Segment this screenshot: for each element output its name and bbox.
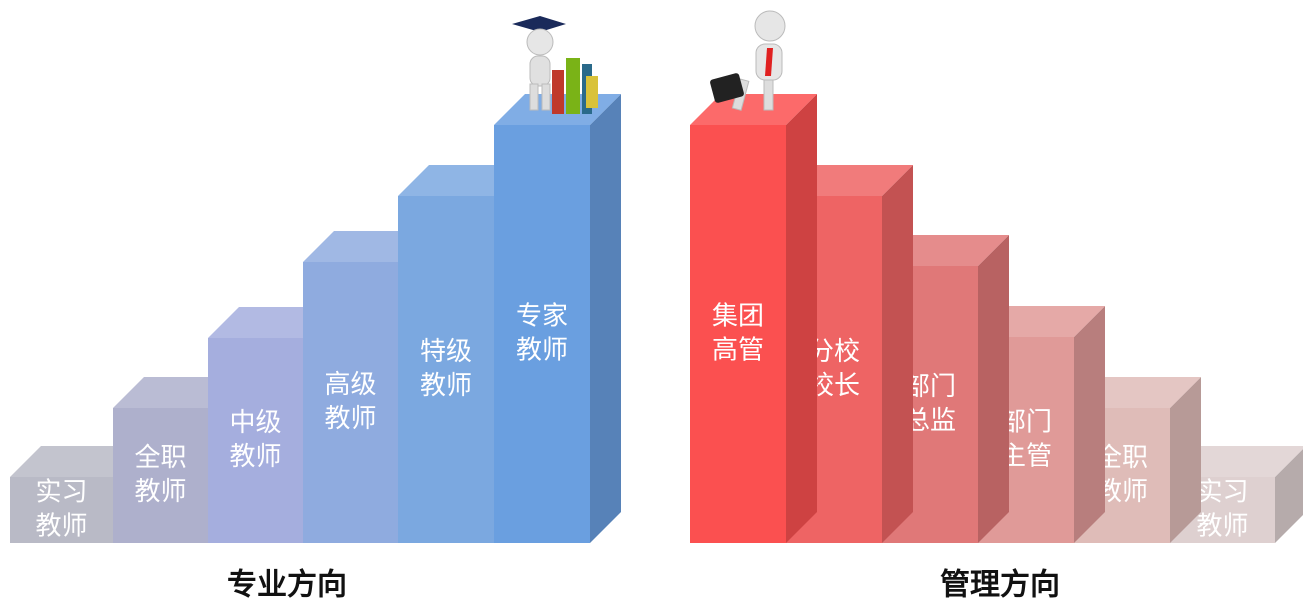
step-label: 全职 [134,443,186,473]
step-front [398,196,494,543]
step-label: 特级 [420,337,472,367]
step-label: 教师 [516,336,568,366]
step-side [978,235,1009,543]
step-front [303,262,398,543]
step-label: 教师 [35,512,87,542]
step-label: 教师 [420,371,472,401]
step-label: 实习 [1196,478,1248,508]
step-label: 集团 [712,302,764,332]
right-title: 管理方向 [940,568,1060,603]
step-front [690,125,786,543]
step-side [590,94,621,543]
step-label: 专家 [516,302,568,332]
step-front [208,338,303,543]
step-label: 教师 [1196,512,1248,542]
step-side [786,94,817,543]
step-label: 教师 [229,442,281,472]
step-label: 教师 [324,404,376,434]
step-side [882,165,913,543]
step-front [113,408,208,543]
step-label: 高管 [712,336,764,366]
step-label: 高级 [324,370,376,400]
step-label: 实习 [35,478,87,508]
step-label: 中级 [229,408,281,438]
career-ladder: 专业方向 管理方向 实习教师全职教师中级教师高级教师特级教师专家教师实习教师全职… [0,0,1303,604]
left-title: 专业方向 [227,568,347,603]
step-front [494,125,590,543]
step-label: 教师 [134,477,186,507]
step-side [1074,306,1105,543]
